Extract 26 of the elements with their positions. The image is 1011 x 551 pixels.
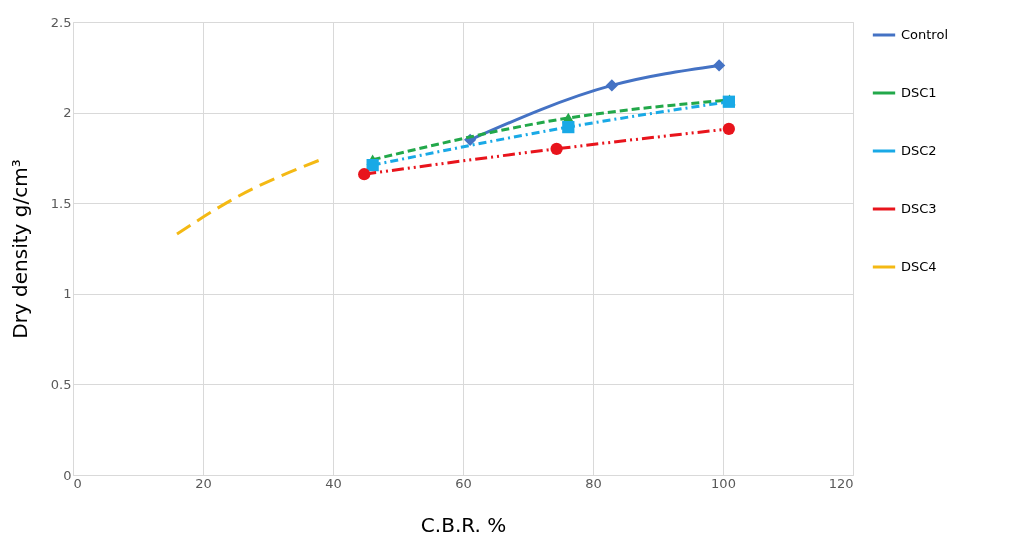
y-tick-label: 0.5 <box>50 376 72 392</box>
y-tick-label: 2 <box>63 105 72 121</box>
x-tick-label: 80 <box>585 475 602 491</box>
legend-label: Control <box>901 27 948 42</box>
x-tick-label: 20 <box>195 475 212 491</box>
point <box>366 159 379 172</box>
x-tick-label: 120 <box>828 475 854 491</box>
x-tick-label: 100 <box>711 475 736 491</box>
y-tick-label: 1.5 <box>50 195 72 211</box>
x-tick-label: 0 <box>73 475 82 491</box>
legend-label: DSC2 <box>901 143 937 158</box>
legend-label: DSC3 <box>901 201 937 216</box>
point <box>550 142 563 155</box>
point <box>712 59 726 72</box>
y-tick-label: 2.5 <box>50 14 72 30</box>
point <box>358 168 371 181</box>
y-axis-title: Dry density g/cm³ <box>7 159 32 339</box>
x-tick-label: 60 <box>455 475 472 491</box>
legend-label: DSC1 <box>901 85 937 100</box>
point <box>722 122 735 136</box>
x-tick-label: 40 <box>325 475 342 491</box>
legend-label: DSC4 <box>901 259 937 274</box>
point <box>605 79 618 92</box>
y-tick-label: 1 <box>63 286 72 302</box>
point <box>562 120 575 134</box>
x-axis-title: C.B.R. % <box>420 512 507 537</box>
